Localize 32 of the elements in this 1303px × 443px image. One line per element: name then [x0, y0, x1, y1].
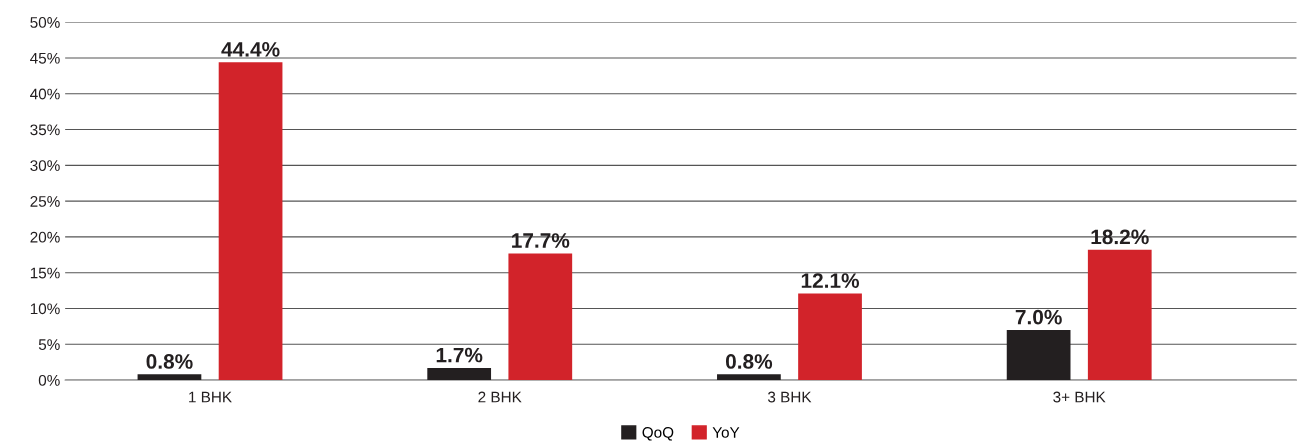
x-tick-label: 1 BHK — [189, 391, 232, 403]
y-tick-label: 5% — [38, 339, 60, 350]
y-tick-label: 45% — [30, 52, 60, 64]
data-label: 12.1% — [801, 273, 860, 288]
y-tick-label: 50% — [30, 17, 60, 28]
y-tick-label: 25% — [30, 195, 60, 207]
y-tick-label: 10% — [30, 303, 60, 315]
legend-label: YoY — [712, 427, 740, 438]
data-label: 0.8% — [725, 354, 773, 369]
y-tick-label: 40% — [30, 88, 60, 100]
x-tick-label: 2 BHK — [478, 391, 522, 403]
bar — [508, 253, 573, 381]
bar — [1006, 329, 1071, 381]
data-label: 7.0% — [1015, 309, 1062, 325]
y-tick-label: 35% — [30, 124, 60, 136]
y-tick-label: 20% — [30, 231, 60, 243]
x-tick-label: 3+ BHK — [1053, 391, 1106, 403]
y-tick-label: 15% — [30, 267, 60, 279]
bar — [717, 374, 781, 381]
y-tick-label: 0% — [38, 374, 60, 386]
x-tick-label: 3 BHK — [767, 391, 812, 403]
bar — [427, 367, 492, 381]
bar — [218, 62, 283, 381]
data-label: 17.7% — [512, 233, 570, 248]
bar — [1087, 249, 1152, 381]
data-label: 44.4% — [221, 42, 280, 57]
y-tick-label: 30% — [30, 160, 60, 172]
data-label: 0.8% — [146, 354, 193, 369]
legend-label: QoQ — [642, 427, 674, 441]
bar — [137, 374, 202, 381]
data-label: 1.7% — [436, 347, 483, 363]
bar — [798, 293, 862, 381]
